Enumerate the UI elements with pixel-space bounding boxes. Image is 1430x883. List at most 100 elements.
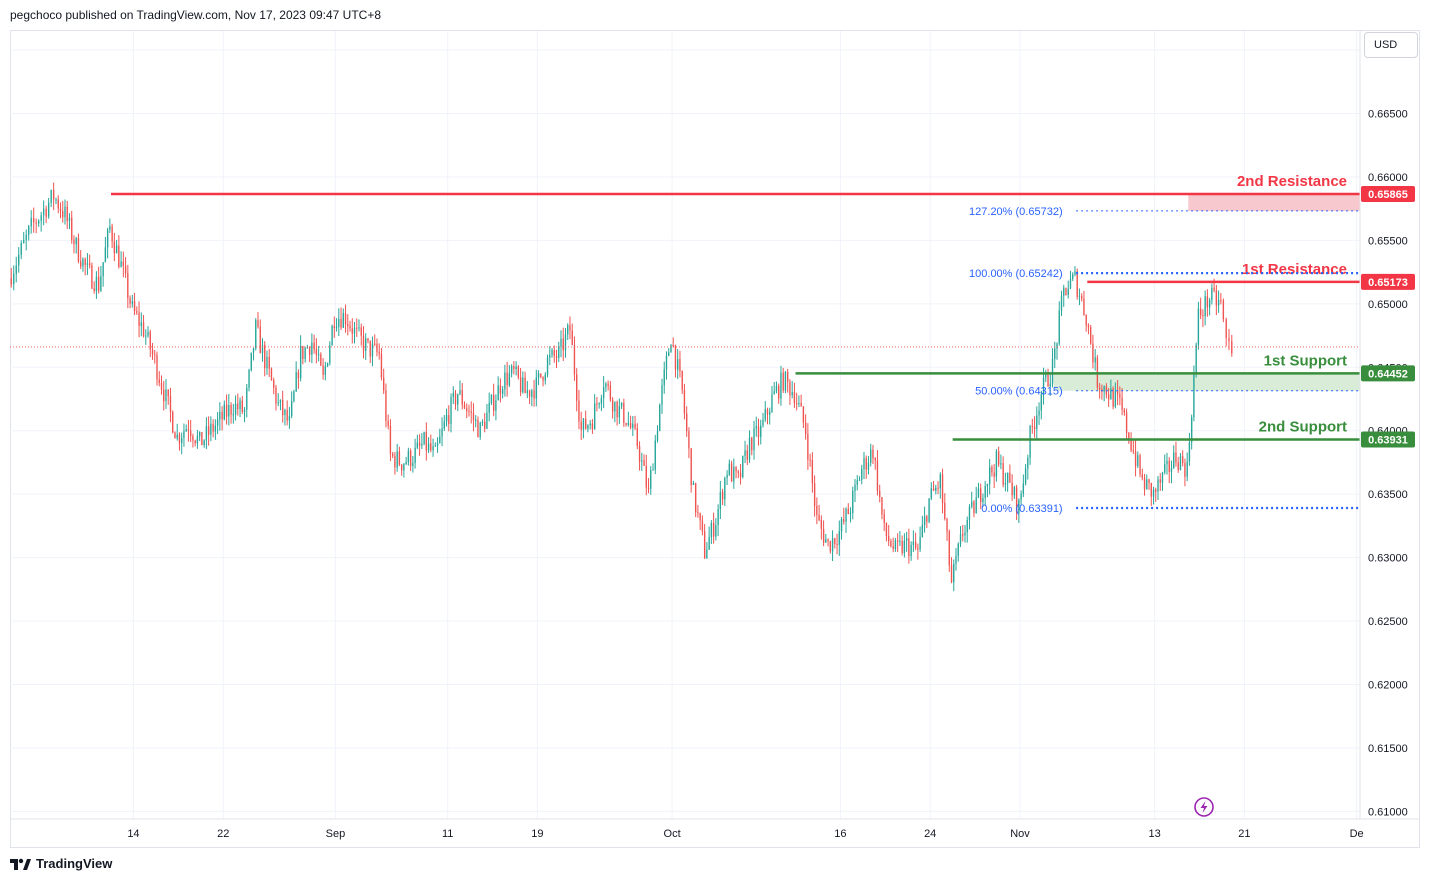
currency-button[interactable]: USD: [1364, 32, 1418, 58]
candle-body: [1027, 457, 1029, 469]
candle-body: [650, 470, 652, 489]
candle-body: [389, 425, 392, 454]
candle-body: [308, 347, 311, 355]
candle-body: [540, 373, 542, 377]
candle-body: [313, 342, 315, 350]
lightning-icon[interactable]: [1194, 797, 1214, 817]
candle-body: [901, 541, 903, 554]
candle-body: [501, 389, 504, 394]
levels-layer: 2nd Resistance 1st Resistance 1st Support 2…: [110, 173, 1360, 441]
candle-body: [778, 386, 780, 399]
candle-body: [10, 278, 12, 285]
candle-body: [181, 437, 183, 443]
candle-body: [167, 389, 169, 397]
candle-body: [591, 423, 594, 430]
candle-body: [645, 465, 647, 488]
candle-body: [964, 532, 966, 536]
candle-body: [766, 409, 769, 415]
candle-body: [497, 385, 499, 401]
candle-body: [326, 363, 329, 367]
candle-body: [932, 488, 935, 491]
candle-body: [255, 320, 257, 349]
candle-body: [147, 331, 149, 336]
candle-body: [912, 541, 915, 545]
candle-body: [694, 483, 697, 513]
candle-body: [246, 387, 248, 410]
candle-body: [863, 458, 865, 469]
candle-body: [356, 327, 358, 329]
candle-body: [1072, 274, 1074, 279]
candle-body: [187, 429, 190, 431]
candle-body: [1188, 442, 1191, 462]
candle-body: [1182, 456, 1184, 464]
candle-body: [701, 520, 704, 532]
candle-body: [214, 425, 217, 432]
price-tag-value: 0.63931: [1368, 434, 1408, 446]
zones-layer: [1053, 194, 1360, 391]
candle-body: [670, 345, 672, 353]
candle-body: [896, 540, 899, 542]
candle-body: [1193, 374, 1195, 418]
candle-body: [1051, 358, 1054, 384]
candle-body: [124, 265, 127, 274]
candle-body: [1159, 479, 1161, 483]
candle-body: [681, 371, 683, 390]
candle-body: [400, 464, 403, 471]
candle-body: [809, 459, 811, 461]
candle-body: [102, 262, 104, 277]
candle-body: [602, 387, 605, 398]
candle-body: [1024, 468, 1027, 484]
candle-body: [771, 394, 773, 412]
candle-body: [1029, 426, 1031, 458]
candle-body: [764, 409, 766, 420]
candle-body: [1202, 315, 1204, 317]
candle-body: [436, 443, 439, 446]
fib-level-label: 0.00% (0.63391): [981, 503, 1062, 515]
candle-body: [369, 340, 371, 357]
candle-body: [683, 389, 686, 414]
candle-body: [73, 239, 75, 245]
candle-body: [935, 487, 937, 491]
candle-body: [33, 218, 35, 223]
candle-body: [607, 383, 609, 386]
candle-body: [324, 366, 327, 375]
candle-body: [980, 488, 982, 503]
candle-body: [13, 273, 15, 285]
candle-body: [975, 497, 977, 514]
candle-body: [510, 365, 513, 374]
candle-body: [1069, 278, 1072, 289]
candle-body: [320, 354, 322, 366]
candle-body: [555, 356, 558, 358]
candle-body: [185, 429, 187, 432]
candle-body: [1074, 271, 1076, 275]
candle-body: [587, 425, 589, 429]
candle-body: [914, 541, 917, 548]
candle-body: [1060, 295, 1063, 311]
candle-body: [1078, 296, 1081, 298]
candle-body: [1195, 344, 1197, 375]
resistance-zone: [1188, 194, 1360, 211]
candle-body: [508, 373, 511, 386]
tradingview-logo[interactable]: TradingView: [10, 856, 112, 871]
price-tag-value: 0.65865: [1368, 189, 1408, 201]
candle-body: [288, 415, 291, 421]
candle-body: [856, 480, 858, 485]
candle-body: [18, 254, 20, 266]
candle-body: [535, 377, 537, 399]
candle-body: [1063, 287, 1065, 296]
price-tags-layer: 0.65865 0.65173 0.64452 0.63931: [1361, 186, 1415, 448]
candle-body: [921, 525, 924, 537]
candle-body: [275, 387, 277, 404]
price-tag: [1361, 273, 1415, 290]
candle-body: [82, 258, 84, 267]
candle-body: [950, 565, 953, 583]
candle-body: [1047, 373, 1049, 387]
candle-body: [290, 401, 293, 416]
time-tick-label: 21: [1238, 828, 1250, 840]
candle-body: [677, 359, 679, 370]
time-tick-label: 13: [1149, 828, 1161, 840]
candle-body: [611, 399, 614, 412]
resistance-label: 2nd Resistance: [1237, 173, 1347, 190]
candle-body: [1076, 271, 1078, 297]
